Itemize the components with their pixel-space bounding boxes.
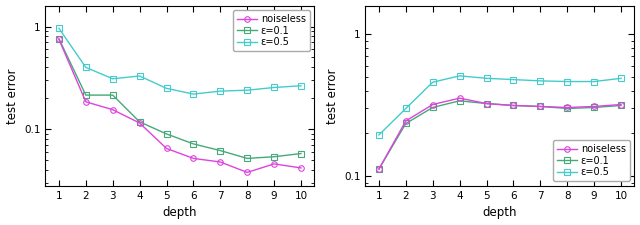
noiseless — [163, 147, 170, 150]
noiseless — [243, 171, 251, 174]
Line: ε=0.5: ε=0.5 — [376, 73, 624, 138]
ε=0.5 — [509, 78, 517, 81]
ε=0.1 — [82, 94, 90, 97]
ε=0.5 — [136, 75, 143, 77]
ε=0.1 — [456, 99, 463, 102]
Line: ε=0.1: ε=0.1 — [376, 98, 624, 172]
ε=0.5 — [483, 77, 490, 80]
ε=0.1 — [243, 157, 251, 160]
Legend: noiseless, ε=0.1, ε=0.5: noiseless, ε=0.1, ε=0.5 — [234, 10, 310, 51]
ε=0.1 — [617, 104, 625, 107]
ε=0.5 — [402, 107, 410, 110]
noiseless — [617, 103, 625, 106]
ε=0.5 — [297, 84, 305, 87]
ε=0.5 — [590, 80, 598, 83]
Line: ε=0.1: ε=0.1 — [56, 36, 304, 161]
noiseless — [109, 108, 116, 111]
noiseless — [375, 168, 383, 170]
ε=0.5 — [243, 89, 251, 92]
ε=0.1 — [109, 94, 116, 97]
ε=0.5 — [563, 80, 571, 83]
Legend: noiseless, ε=0.1, ε=0.5: noiseless, ε=0.1, ε=0.5 — [554, 140, 630, 181]
ε=0.1 — [216, 149, 224, 152]
noiseless — [136, 122, 143, 124]
ε=0.1 — [429, 106, 436, 109]
noiseless — [429, 103, 436, 106]
noiseless — [456, 97, 463, 99]
ε=0.5 — [109, 77, 116, 80]
ε=0.5 — [270, 86, 278, 89]
noiseless — [483, 102, 490, 105]
ε=0.5 — [82, 66, 90, 69]
ε=0.5 — [456, 74, 463, 77]
ε=0.1 — [402, 122, 410, 125]
Y-axis label: test error: test error — [326, 68, 339, 124]
noiseless — [216, 161, 224, 163]
ε=0.1 — [189, 143, 197, 145]
ε=0.5 — [375, 134, 383, 136]
ε=0.1 — [55, 37, 63, 40]
ε=0.1 — [483, 102, 490, 105]
ε=0.1 — [590, 106, 598, 109]
Line: noiseless: noiseless — [376, 95, 624, 172]
noiseless — [536, 105, 544, 108]
X-axis label: depth: depth — [163, 207, 197, 219]
noiseless — [55, 38, 63, 41]
noiseless — [402, 119, 410, 122]
ε=0.1 — [270, 155, 278, 158]
ε=0.5 — [55, 27, 63, 30]
ε=0.1 — [297, 152, 305, 155]
noiseless — [189, 157, 197, 160]
X-axis label: depth: depth — [483, 207, 517, 219]
Y-axis label: test error: test error — [6, 68, 19, 124]
Line: noiseless: noiseless — [56, 37, 304, 175]
noiseless — [297, 166, 305, 169]
ε=0.1 — [536, 105, 544, 108]
ε=0.1 — [136, 121, 143, 123]
ε=0.1 — [375, 168, 383, 170]
noiseless — [270, 162, 278, 165]
ε=0.1 — [163, 133, 170, 135]
ε=0.5 — [216, 90, 224, 92]
noiseless — [82, 100, 90, 103]
Line: ε=0.5: ε=0.5 — [56, 26, 304, 97]
ε=0.5 — [536, 79, 544, 82]
ε=0.1 — [563, 107, 571, 110]
noiseless — [563, 106, 571, 109]
ε=0.5 — [429, 81, 436, 83]
ε=0.5 — [163, 87, 170, 90]
ε=0.5 — [617, 77, 625, 80]
noiseless — [509, 104, 517, 107]
ε=0.1 — [509, 104, 517, 107]
noiseless — [590, 105, 598, 108]
ε=0.5 — [189, 93, 197, 95]
